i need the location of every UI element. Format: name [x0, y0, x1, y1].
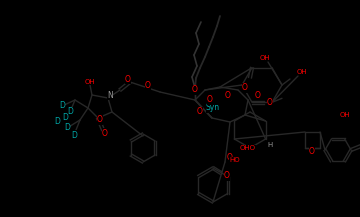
Text: O: O: [197, 107, 203, 117]
Text: N: N: [107, 90, 113, 100]
Text: O: O: [255, 90, 261, 100]
Text: O: O: [192, 85, 198, 94]
Text: O: O: [227, 153, 233, 163]
Text: O: O: [225, 90, 231, 100]
Text: O: O: [102, 128, 108, 138]
Text: O: O: [309, 148, 315, 156]
Text: D: D: [64, 123, 70, 133]
Text: O: O: [242, 84, 248, 92]
Text: OH: OH: [260, 55, 270, 61]
Text: OH: OH: [297, 69, 307, 75]
Text: O: O: [125, 74, 131, 84]
Text: D: D: [62, 113, 68, 123]
Text: O: O: [224, 171, 230, 181]
Text: O: O: [207, 95, 213, 105]
Text: OHO: OHO: [240, 145, 256, 151]
Text: D: D: [59, 102, 65, 110]
Text: O: O: [97, 115, 103, 125]
Text: O: O: [145, 82, 151, 90]
Text: H: H: [267, 142, 273, 148]
Text: HO: HO: [230, 157, 240, 163]
Text: D: D: [67, 107, 73, 117]
Text: Syn: Syn: [206, 104, 220, 112]
Text: O: O: [267, 98, 273, 107]
Text: D: D: [71, 130, 77, 140]
Text: OH: OH: [340, 112, 350, 118]
Text: OH: OH: [85, 79, 95, 85]
Text: D: D: [54, 117, 60, 127]
